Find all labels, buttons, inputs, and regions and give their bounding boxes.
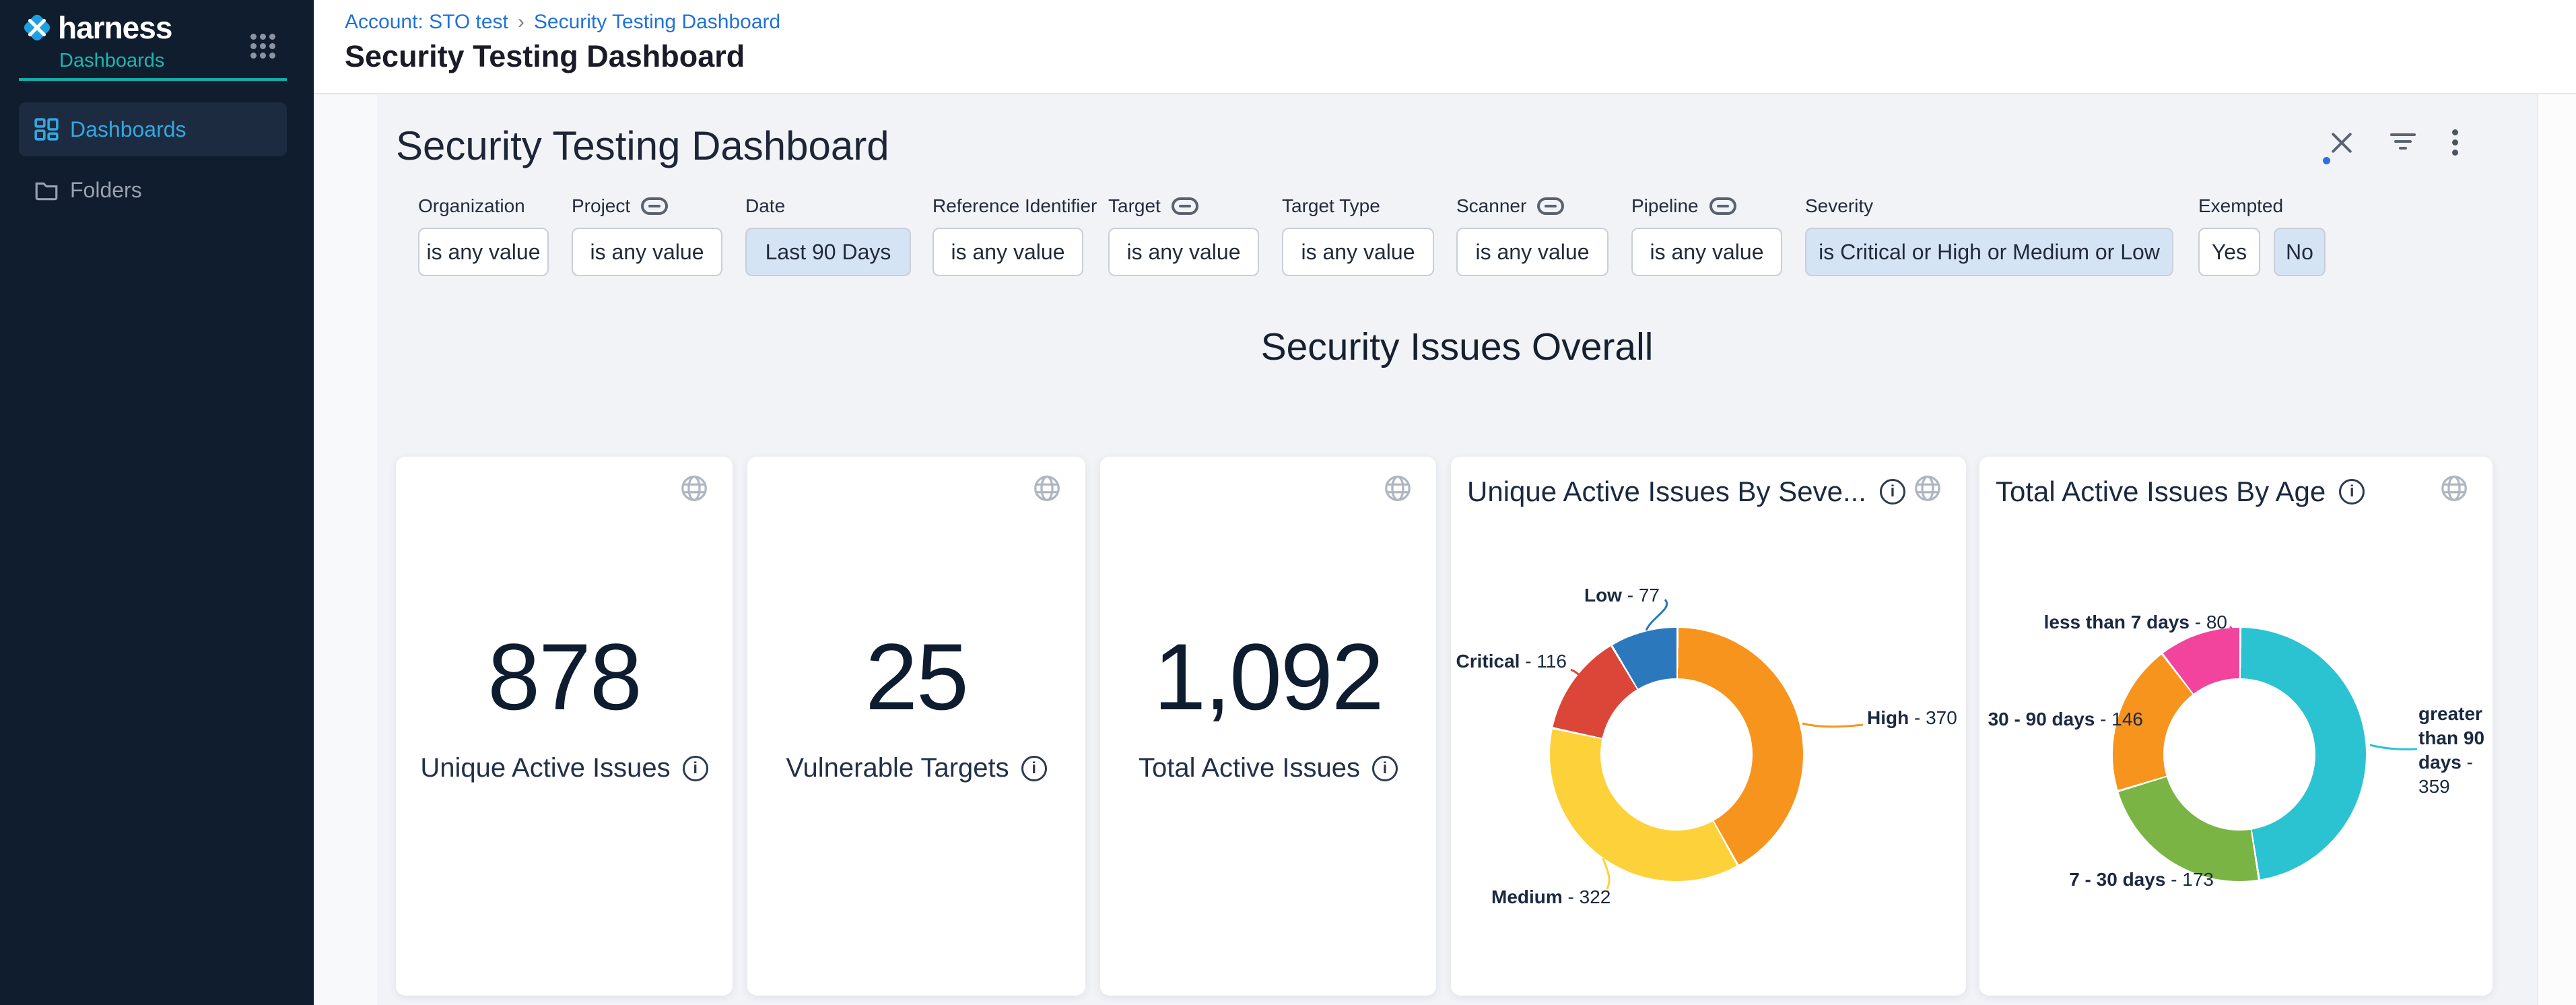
filter-icon[interactable] [2390, 131, 2416, 155]
section-title: Security Issues Overall [377, 325, 2537, 369]
pie-label-low: Low - 77 [1584, 585, 1660, 606]
stat-label: Vulnerable Targets [786, 753, 1009, 783]
page-header: Account: STO test › Security Testing Das… [314, 0, 2576, 94]
chart-title: Unique Active Issues By Seve... [1467, 476, 1866, 508]
info-icon[interactable]: i [683, 756, 708, 781]
filter-label-severity: Severity [1805, 195, 1873, 217]
pie-label-greater-than-90-days: greater than 90 days - 359 [2418, 702, 2498, 799]
globe-icon[interactable] [1912, 473, 1943, 504]
dashboards-icon [34, 117, 59, 142]
sidebar-accent-divider [19, 78, 287, 81]
sidebar-item-label: Folders [70, 178, 142, 203]
folder-icon [34, 177, 59, 203]
stat-label: Unique Active Issues [420, 753, 670, 783]
chart-title: Total Active Issues By Age [1996, 476, 2326, 508]
tile-total-active-issues: 1,092 Total Active Issues i [1100, 457, 1436, 996]
filter-value-pipeline[interactable]: is any value [1631, 228, 1782, 276]
info-icon[interactable]: i [1021, 756, 1047, 781]
brand-name: harness [58, 9, 172, 46]
app-root: harness Dashboards Dashboards Fol [0, 0, 2576, 1005]
more-options-icon[interactable] [2452, 129, 2459, 156]
filter-value-scanner[interactable]: is any value [1456, 228, 1608, 276]
linked-filter-icon [1172, 197, 1198, 215]
page-title: Security Testing Dashboard [345, 39, 745, 74]
product-name: Dashboards [59, 50, 164, 72]
pie-label-7-30-days: 7 - 30 days - 173 [2069, 869, 2214, 890]
close-icon[interactable] [2330, 131, 2354, 155]
filter-label-pipeline: Pipeline [1631, 195, 1736, 217]
filter-value-reference-identifier[interactable]: is any value [933, 228, 1083, 276]
linked-filter-icon [1709, 197, 1736, 215]
filter-value-severity[interactable]: is Critical or High or Medium or Low [1805, 228, 2173, 276]
filter-value-target[interactable]: is any value [1108, 228, 1259, 276]
pie-label-30-90-days: 30 - 90 days - 146 [1988, 709, 2143, 730]
exempted-no-button[interactable]: No [2274, 228, 2326, 276]
breadcrumb-page-link[interactable]: Security Testing Dashboard [534, 11, 780, 34]
filter-label-exempted: Exempted [2198, 195, 2283, 217]
sidebar-item-dashboards[interactable]: Dashboards [19, 102, 287, 156]
linked-filter-icon [641, 197, 668, 215]
dashboard-title: Security Testing Dashboard [396, 123, 889, 169]
tile-unique-active-issues-by-severity: Unique Active Issues By Seve... i Low - … [1451, 457, 1966, 996]
stat-value: 1,092 [1153, 626, 1382, 727]
donut-hole [1600, 678, 1753, 831]
tile-unique-active-issues: 878 Unique Active Issues i [396, 457, 733, 996]
app-switcher-icon[interactable] [250, 34, 276, 59]
filter-value-date[interactable]: Last 90 Days [745, 228, 911, 276]
stat-value: 878 [487, 626, 641, 727]
pie-label-less-than-7-days: less than 7 days - 80 [2044, 612, 2227, 633]
pie-label-medium: Medium - 322 [1491, 886, 1611, 908]
pie-label-high: High - 370 [1867, 707, 1957, 729]
sidebar-item-label: Dashboards [70, 117, 187, 142]
tile-vulnerable-targets: 25 Vulnerable Targets i [747, 457, 1085, 996]
dashboard-actions [2330, 129, 2459, 156]
info-icon[interactable]: i [2339, 479, 2365, 505]
stat-label: Total Active Issues [1139, 753, 1360, 783]
breadcrumb: Account: STO test › Security Testing Das… [345, 11, 780, 34]
pie-label-critical: Critical - 116 [1456, 651, 1567, 672]
scrollbar-track[interactable] [2537, 94, 2576, 1005]
stat-value: 25 [865, 626, 968, 727]
linked-filter-icon [1537, 197, 1564, 215]
filter-label-scanner: Scanner [1456, 195, 1564, 217]
filter-label-target-type: Target Type [1282, 195, 1380, 217]
filter-value-project[interactable]: is any value [572, 228, 722, 276]
filter-label-organization: Organization [418, 195, 525, 217]
info-icon[interactable]: i [1372, 756, 1398, 781]
filter-label-target: Target [1108, 195, 1198, 217]
sidebar-item-folders[interactable]: Folders [19, 163, 287, 217]
filter-label-project: Project [572, 195, 668, 217]
cursor-dot [2323, 157, 2330, 164]
harness-logo-icon[interactable] [20, 11, 54, 44]
globe-icon[interactable] [2439, 473, 2470, 504]
breadcrumb-separator: › [518, 11, 524, 34]
content-area: Security Testing Dashboard Organization … [314, 94, 2576, 1005]
filter-label-date: Date [745, 195, 785, 217]
breadcrumb-account-link[interactable]: Account: STO test [345, 11, 508, 34]
tile-total-active-issues-by-age: Total Active Issues By Age i less than 7… [1979, 457, 2493, 996]
exempted-yes-button[interactable]: Yes [2198, 228, 2260, 276]
info-icon[interactable]: i [1880, 479, 1905, 505]
donut-hole [2163, 678, 2315, 831]
filter-label-reference-identifier: Reference Identifier [933, 195, 1097, 217]
sidebar: harness Dashboards Dashboards Fol [0, 0, 314, 1005]
filter-value-organization[interactable]: is any value [418, 228, 549, 276]
filter-value-target-type[interactable]: is any value [1282, 228, 1434, 276]
dashboard-embed: Security Testing Dashboard Organization … [377, 94, 2537, 1005]
